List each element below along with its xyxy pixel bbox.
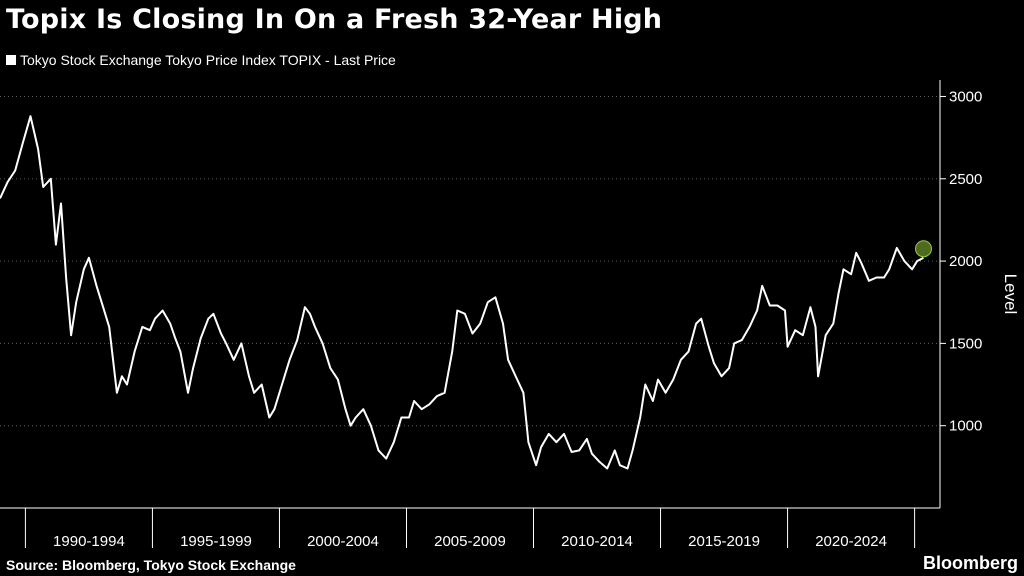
y-tick-label-1500: 1500 — [949, 335, 982, 352]
y-tick-label-3000: 3000 — [949, 88, 982, 105]
x-tick-label-1990-1994: 1990-1994 — [53, 533, 125, 550]
chart-title: Topix Is Closing In On a Fresh 32-Year H… — [6, 4, 663, 35]
grid-lines — [0, 95, 940, 427]
x-tick-label-1995-1999: 1995-1999 — [180, 533, 252, 550]
x-axis: 1990-1994 1995-1999 2000-2004 2005-2009 2010… — [0, 507, 940, 550]
y-axis-label: Level — [1001, 274, 1020, 315]
x-tick-label-2000-2004: 2000-2004 — [307, 533, 379, 550]
bloomberg-logo: Bloomberg — [922, 553, 1018, 573]
y-axis: 1000 1500 2000 2500 3000 — [939, 80, 982, 508]
y-tick-label-1000: 1000 — [949, 418, 982, 435]
series-line — [0, 115, 924, 470]
x-tick-label-2005-2009: 2005-2009 — [434, 533, 506, 550]
y-tick-label-2500: 2500 — [949, 171, 982, 188]
x-tick-label-2020-2024: 2020-2024 — [815, 533, 887, 550]
y-tick-label-2000: 2000 — [949, 253, 982, 270]
last-price-marker — [914, 240, 932, 258]
legend-label: Tokyo Stock Exchange Tokyo Price Index T… — [20, 52, 396, 68]
legend-swatch — [6, 55, 16, 65]
source-note: Source: Bloomberg, Tokyo Stock Exchange — [6, 557, 296, 573]
chart-legend: Tokyo Stock Exchange Tokyo Price Index T… — [6, 52, 396, 68]
x-tick-label-2010-2014: 2010-2014 — [561, 533, 633, 550]
x-tick-label-2015-2019: 2015-2019 — [688, 533, 760, 550]
